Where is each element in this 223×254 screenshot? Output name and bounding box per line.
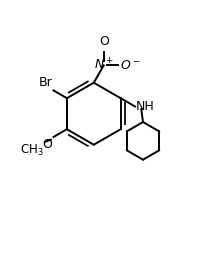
Text: CH$_3$: CH$_3$ bbox=[20, 143, 44, 158]
Text: Br: Br bbox=[39, 76, 52, 89]
Text: $O^-$: $O^-$ bbox=[120, 59, 141, 72]
Text: O: O bbox=[43, 138, 52, 151]
Text: O: O bbox=[99, 35, 109, 48]
Text: NH: NH bbox=[136, 100, 155, 113]
Text: $N^+$: $N^+$ bbox=[94, 58, 114, 73]
